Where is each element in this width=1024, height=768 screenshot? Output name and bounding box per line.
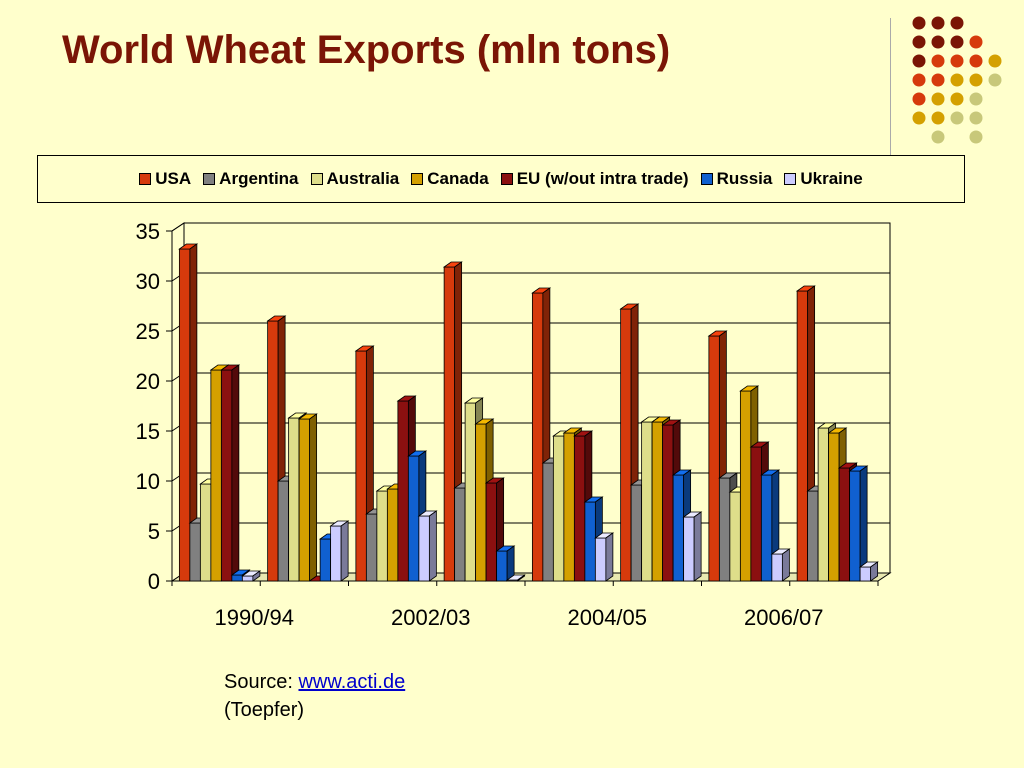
- legend-swatch: [500, 173, 513, 185]
- y-tick-label: 30: [136, 269, 160, 294]
- legend-label: Australia: [326, 169, 400, 188]
- legend-item: Ukraine: [784, 169, 863, 189]
- decorative-dot: [950, 16, 964, 30]
- y-tick-label: 35: [136, 219, 160, 244]
- decorative-dot: [931, 130, 945, 144]
- legend-item: EU (w/out intra trade): [500, 169, 689, 189]
- decorative-dot: [950, 73, 964, 87]
- legend-item: Canada: [411, 169, 489, 189]
- x-tick-label: 2002/03: [391, 605, 471, 630]
- decorative-divider: [890, 18, 891, 158]
- bar: [682, 511, 703, 582]
- source-publisher: (Toepfer): [224, 699, 305, 721]
- bar: [329, 520, 350, 582]
- y-tick-label: 15: [136, 419, 160, 444]
- legend-label: Russia: [716, 169, 773, 188]
- decorative-dot: [912, 111, 926, 125]
- y-tick-label: 10: [136, 469, 160, 494]
- decorative-dot: [950, 54, 964, 68]
- legend-label: EU (w/out intra trade): [516, 169, 689, 188]
- decorative-dot: [969, 54, 983, 68]
- decorative-dot: [950, 92, 964, 106]
- decorative-dot: [969, 35, 983, 49]
- bar: [297, 413, 318, 582]
- gridline: [171, 222, 890, 232]
- bar: [495, 545, 516, 582]
- legend-label: Ukraine: [800, 169, 863, 188]
- bar: [594, 532, 615, 582]
- legend-item: USA: [139, 169, 191, 189]
- decorative-dot: [931, 16, 945, 30]
- legend-swatch: [700, 173, 713, 185]
- page-title: World Wheat Exports (mln tons): [62, 28, 671, 72]
- decorative-dot: [969, 111, 983, 125]
- y-tick-label: 25: [136, 319, 160, 344]
- decorative-dot: [931, 73, 945, 87]
- y-tick-label: 0: [148, 569, 160, 594]
- source-label: Source:: [224, 671, 299, 693]
- decorative-dot: [969, 92, 983, 106]
- bar: [417, 510, 438, 582]
- decorative-dot: [912, 73, 926, 87]
- decorative-dot-grid: [912, 16, 1002, 144]
- source-note: Source: www.acti.de (Toepfer): [224, 668, 405, 724]
- y-tick-label: 20: [136, 369, 160, 394]
- decorative-dot: [931, 54, 945, 68]
- decorative-dot: [912, 92, 926, 106]
- x-tick-label: 1990/94: [214, 605, 294, 630]
- decorative-dot: [969, 73, 983, 87]
- legend-swatch: [784, 173, 797, 185]
- legend-swatch: [139, 173, 152, 185]
- bar: [241, 570, 262, 582]
- bar: [848, 465, 869, 582]
- bar: [858, 561, 879, 582]
- chart-legend: USA Argentina Australia Canada EU (w/out int…: [37, 155, 965, 203]
- decorative-dot: [988, 73, 1002, 87]
- legend-label: Canada: [427, 169, 489, 188]
- legend-swatch: [203, 173, 216, 185]
- decorative-dot: [912, 54, 926, 68]
- legend-item: Russia: [700, 169, 773, 189]
- bar: [770, 548, 791, 582]
- bar: [220, 364, 241, 582]
- decorative-dot: [931, 111, 945, 125]
- legend-label: USA: [155, 169, 192, 188]
- bar: [505, 574, 526, 582]
- decorative-dot: [969, 130, 983, 144]
- decorative-dot: [912, 16, 926, 30]
- source-link[interactable]: www.acti.de: [298, 671, 406, 693]
- legend-label: Argentina: [219, 169, 299, 188]
- x-tick-label: 2006/07: [744, 605, 824, 630]
- legend-swatch: [411, 173, 424, 185]
- decorative-dot: [912, 35, 926, 49]
- bar-chart: 0 5 10 15 20 25 30 35 1990/94 2002/03 2004/05 2006/…: [136, 219, 892, 630]
- decorative-dot: [931, 35, 945, 49]
- legend-item: Argentina: [203, 169, 299, 189]
- decorative-dot: [931, 92, 945, 106]
- y-tick-label: 5: [148, 519, 160, 544]
- x-tick-label: 2004/05: [567, 605, 647, 630]
- decorative-dot: [988, 54, 1002, 68]
- decorative-dot: [950, 111, 964, 125]
- legend-swatch: [310, 173, 323, 185]
- decorative-dot: [950, 35, 964, 49]
- legend-item: Australia: [310, 169, 400, 189]
